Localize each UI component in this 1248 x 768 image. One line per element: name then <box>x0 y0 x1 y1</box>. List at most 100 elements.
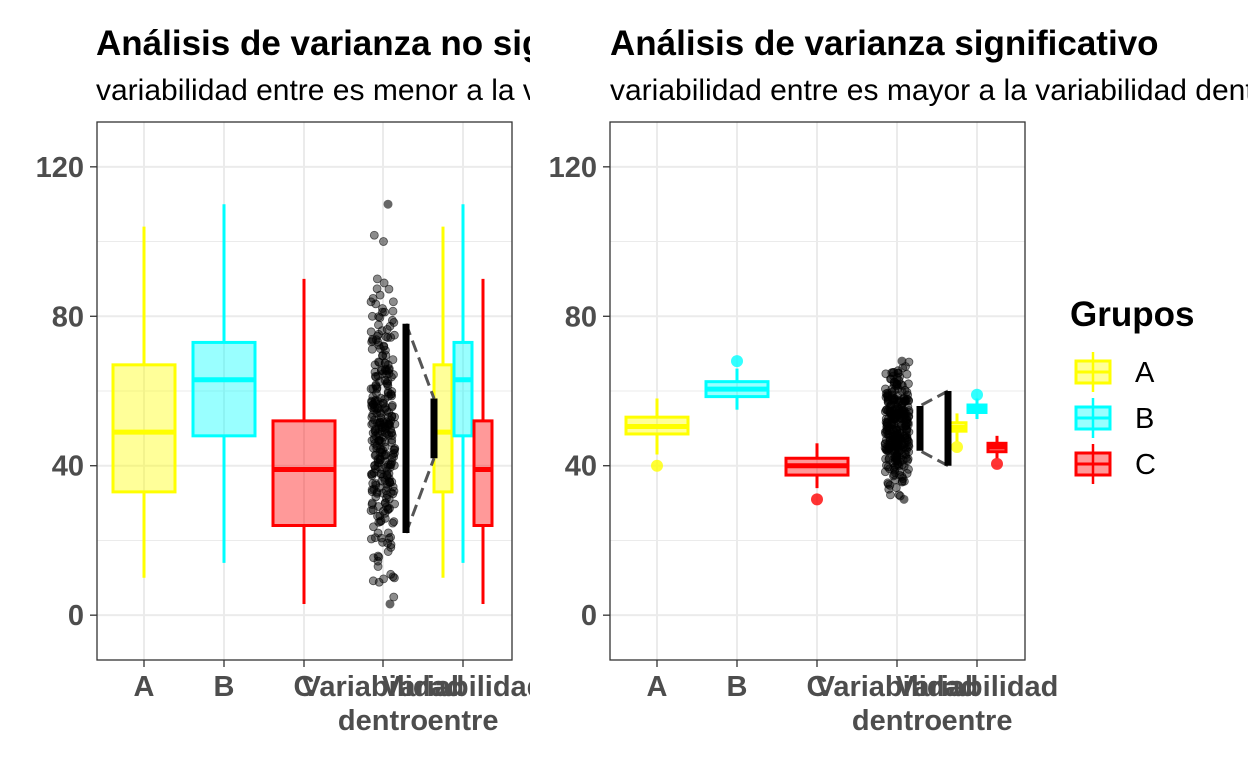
data-point <box>383 333 393 342</box>
data-point <box>384 284 394 294</box>
data-point <box>900 433 910 443</box>
boxplot-A <box>624 398 690 472</box>
data-point <box>369 230 379 240</box>
boxplot-A <box>111 226 177 578</box>
data-point <box>369 522 378 532</box>
data-point <box>384 460 393 469</box>
data-point <box>380 513 390 523</box>
boxplot-between-C <box>472 278 494 604</box>
data-point <box>371 492 381 502</box>
data-point <box>385 599 395 609</box>
within-points <box>880 356 914 504</box>
data-point <box>379 237 388 246</box>
data-point <box>900 414 910 423</box>
boxplot-between-C <box>986 435 1008 470</box>
variability-comparison <box>916 389 952 468</box>
data-point <box>389 573 399 583</box>
data-point <box>374 404 383 413</box>
grid <box>97 122 512 660</box>
data-point <box>388 518 398 528</box>
data-point <box>375 290 385 300</box>
chart-subtitle: variabilidad entre es menor a la variabi… <box>96 74 768 107</box>
data-point <box>374 577 384 587</box>
x-tick-label: Variabilidad <box>382 671 545 703</box>
data-point <box>375 313 385 323</box>
data-point <box>887 441 896 451</box>
data-point <box>899 461 909 471</box>
outlier-point <box>651 459 663 472</box>
y-tick-label: 40 <box>52 451 84 483</box>
data-point <box>383 381 393 391</box>
legend-key-A <box>1074 352 1112 392</box>
legend-label: B <box>1135 403 1154 435</box>
box <box>472 419 494 527</box>
data-point <box>901 415 911 425</box>
data-point <box>373 528 383 538</box>
data-point <box>387 438 397 447</box>
data-point <box>387 435 397 445</box>
data-point <box>371 480 381 490</box>
data-point <box>379 278 389 288</box>
legend-label: A <box>1135 357 1155 389</box>
data-point <box>388 306 398 316</box>
data-point <box>884 439 894 449</box>
plot-area <box>624 355 1008 506</box>
data-point <box>386 333 396 342</box>
x-tick-label: Variabilidad <box>816 671 979 703</box>
x-tick-label: A <box>134 671 155 703</box>
connector-dashed <box>919 389 949 408</box>
data-point <box>881 454 891 464</box>
connector-dashed <box>404 457 436 534</box>
outlier-point <box>991 457 1003 470</box>
data-point <box>378 537 387 547</box>
outlier-point <box>811 493 823 506</box>
box <box>191 340 257 438</box>
y-tick-label: 0 <box>581 600 597 632</box>
data-point <box>368 334 377 344</box>
x-tick-label: Variabilidad <box>302 671 465 703</box>
box <box>452 340 474 438</box>
data-point <box>884 426 894 436</box>
data-point <box>387 411 397 421</box>
within-points <box>366 199 400 609</box>
data-point <box>899 494 909 504</box>
data-point <box>883 478 893 488</box>
data-point <box>368 505 378 515</box>
data-point <box>887 384 897 394</box>
y-tick-label: 120 <box>549 152 597 184</box>
legend-title: Grupos <box>1070 295 1194 334</box>
data-point <box>891 483 901 493</box>
x-tick-label: B <box>727 671 748 703</box>
legend-label: C <box>1135 449 1156 481</box>
data-point <box>381 350 391 360</box>
x-tick-label: Variabilidad <box>896 671 1059 703</box>
data-point <box>893 408 903 418</box>
outlier-point <box>971 388 983 401</box>
data-point <box>372 441 382 451</box>
chart-subtitle: variabilidad entre es mayor a la variabi… <box>610 74 1248 107</box>
x-tick-label: dentro <box>852 705 942 737</box>
data-point <box>881 384 890 394</box>
x-tick-label: dentro <box>338 705 428 737</box>
x-tick-label: A <box>647 671 668 703</box>
data-point <box>882 426 892 436</box>
x-tick-label: B <box>214 671 235 703</box>
data-point <box>388 297 398 307</box>
data-point <box>888 413 898 423</box>
data-point <box>886 374 896 384</box>
outlier-point <box>951 441 963 454</box>
data-point <box>389 445 399 455</box>
data-point <box>371 380 381 390</box>
boxplot-C <box>784 443 850 506</box>
y-tick-label: 80 <box>565 301 597 333</box>
panel-right: Análisis de varianza significativo varia… <box>549 24 1248 737</box>
outlier-point <box>731 355 743 368</box>
data-point <box>379 417 388 427</box>
data-point <box>892 455 902 465</box>
data-point <box>378 307 387 317</box>
data-point <box>372 284 382 294</box>
data-point <box>388 355 398 365</box>
data-point <box>374 423 384 433</box>
